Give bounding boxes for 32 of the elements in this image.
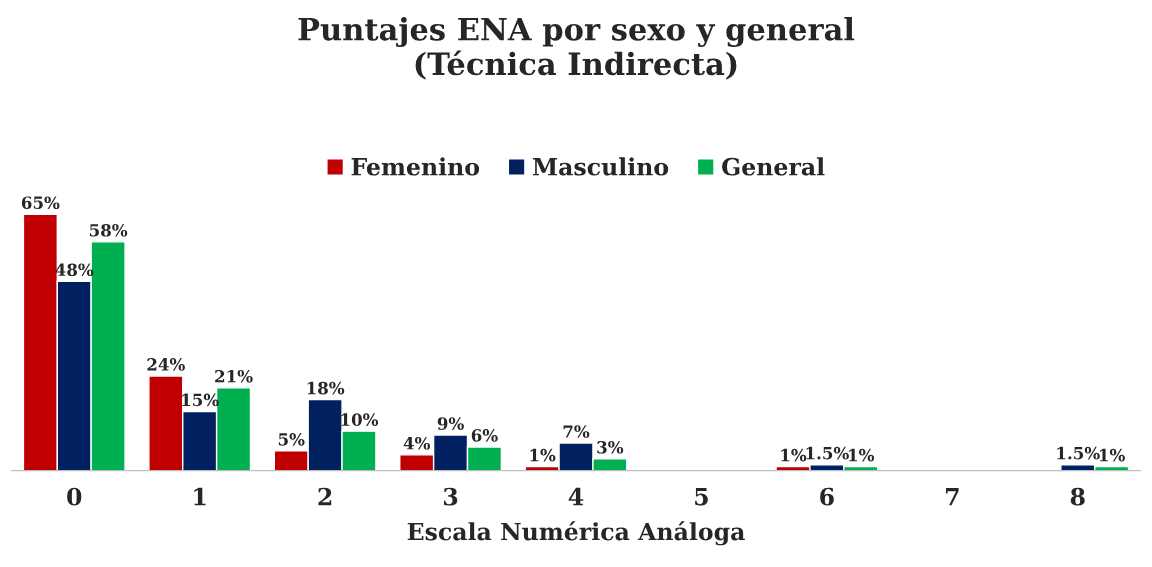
x-tick-label: 4 xyxy=(568,487,584,506)
data-label: 7% xyxy=(563,425,590,438)
x-tick-label: 7 xyxy=(945,488,959,506)
chart-title: Puntajes ENA por sexo y general (Técnica Indirecta) xyxy=(298,17,855,80)
legend-label: General xyxy=(722,157,825,176)
data-label: 1% xyxy=(781,448,807,462)
data-label: 4% xyxy=(403,437,430,450)
data-label: 18% xyxy=(307,381,345,395)
data-label: 10% xyxy=(341,413,379,426)
data-label: 24% xyxy=(147,358,185,371)
legend-label: Masculino xyxy=(532,157,669,176)
x-tick-label: 2 xyxy=(318,487,332,506)
x-tick-label: 3 xyxy=(443,487,458,506)
data-label: 5% xyxy=(278,433,305,446)
data-label: 1% xyxy=(849,448,875,462)
x-tick-label: 6 xyxy=(820,487,834,506)
data-label: 65% xyxy=(21,196,60,209)
x-tick-label: 8 xyxy=(1070,487,1085,506)
data-label: 58% xyxy=(89,224,128,237)
data-label: 9% xyxy=(437,417,464,430)
x-tick-label: 0 xyxy=(67,487,82,506)
data-label: 3% xyxy=(597,440,624,454)
x-tick-label: 5 xyxy=(695,488,708,506)
data-label: 21% xyxy=(215,369,253,383)
data-label: 1.5% xyxy=(806,446,849,460)
data-label: 6% xyxy=(471,429,498,442)
x-tick-label: 1 xyxy=(194,487,206,506)
data-label: 1% xyxy=(1099,448,1125,462)
legend-label: Femenino xyxy=(351,157,480,176)
x-axis-title: Escala Numérica Análoga xyxy=(407,521,745,546)
data-label: 1.5% xyxy=(1057,446,1100,460)
data-label: 1% xyxy=(530,448,556,462)
